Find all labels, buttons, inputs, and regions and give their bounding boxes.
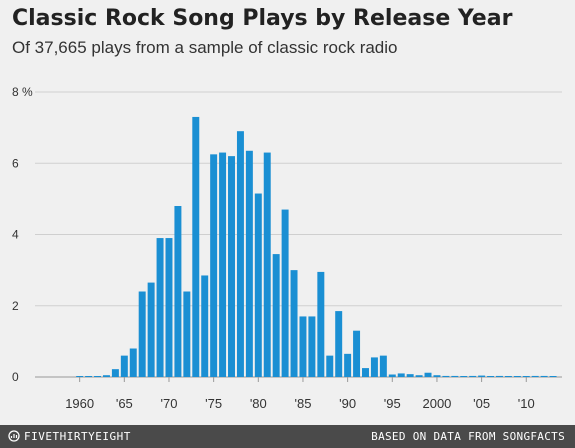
bar-1964	[111, 369, 119, 377]
x-tick-label: '65	[116, 396, 133, 411]
bar-2010	[522, 376, 530, 377]
x-axis-tick-labels: 1960 '65 '70 '75 '80 '85 '90 '95 2000 '05 '10	[65, 396, 535, 411]
bar-1970	[165, 238, 173, 377]
x-tick-label: 2000	[422, 396, 451, 411]
y-tick-label: 6	[12, 156, 19, 170]
bar-1992	[362, 368, 369, 377]
bar-1969	[156, 238, 164, 377]
x-tick-label: 1960	[65, 396, 94, 411]
x-tick-label: '70	[161, 396, 178, 411]
bar-1987	[317, 271, 325, 377]
x-tick-label: '90	[339, 396, 356, 411]
bars	[76, 116, 557, 378]
bar-2000	[433, 375, 441, 377]
bar-2012	[540, 375, 548, 377]
x-tick-label: '75	[205, 396, 222, 411]
bar-1972	[183, 291, 191, 377]
bar-2013	[549, 376, 557, 377]
bar-1998	[415, 375, 423, 377]
bar-1966	[129, 348, 137, 377]
x-tick-label: '95	[384, 396, 401, 411]
bar-1996	[397, 373, 405, 377]
bar-1995	[388, 374, 396, 377]
bar-1961	[85, 376, 93, 377]
x-tick-label: '85	[294, 396, 311, 411]
chart-title: Classic Rock Song Plays by Release Year	[12, 6, 513, 31]
bar-1994	[379, 355, 387, 378]
chart-subtitle: Of 37,665 plays from a sample of classic…	[12, 38, 398, 57]
bar-1967	[138, 291, 146, 377]
bar-2011	[531, 375, 539, 377]
brand: FIVETHIRTYEIGHT	[8, 430, 131, 443]
x-tick-label: '05	[473, 396, 490, 411]
bar-1963	[102, 375, 110, 377]
y-tick-label: 8 %	[12, 85, 33, 99]
x-tick-label: '10	[518, 396, 535, 411]
bar-1965	[120, 355, 128, 378]
bar-1997	[406, 374, 414, 377]
bar-1979	[245, 150, 253, 377]
source-note: BASED ON DATA FROM SONGFACTS	[371, 430, 565, 443]
bar-1993	[370, 357, 378, 377]
bar-2001	[442, 375, 450, 377]
bar-2008	[504, 376, 512, 377]
x-tick-label: '80	[250, 396, 267, 411]
bar-1982	[272, 254, 280, 377]
bar-1973	[192, 116, 200, 377]
bar-1960	[76, 376, 84, 377]
gridlines	[35, 91, 562, 382]
y-tick-label: 2	[12, 299, 19, 313]
brand-name: FIVETHIRTYEIGHT	[24, 430, 131, 443]
bar-2002	[451, 375, 459, 377]
bar-1981	[263, 152, 271, 377]
y-axis-tick-labels: 0 2 4 6 8 %	[12, 85, 33, 384]
bar-2009	[513, 376, 521, 377]
bar-1984	[290, 270, 298, 378]
bar-2003	[460, 376, 468, 377]
bar-2006	[487, 376, 495, 377]
bar-2004	[469, 375, 477, 377]
bar-1988	[326, 355, 334, 378]
bar-1978	[236, 131, 244, 377]
bar-1976	[219, 152, 227, 377]
bar-1962	[94, 376, 102, 377]
fivethirtyeight-logo-icon	[8, 430, 20, 442]
bar-1974	[201, 275, 209, 377]
y-tick-label: 0	[12, 370, 19, 384]
y-tick-label: 4	[12, 228, 19, 242]
bar-1986	[308, 316, 316, 377]
bar-1980	[254, 193, 262, 377]
bar-1977	[228, 156, 235, 378]
bar-1989	[335, 311, 343, 377]
bar-2007	[495, 375, 503, 377]
bar-1983	[281, 209, 289, 377]
bar-1975	[210, 154, 218, 377]
bar-1985	[299, 316, 307, 377]
bar-1990	[344, 353, 352, 377]
bar-2005	[478, 375, 486, 377]
bar-1991	[353, 330, 361, 377]
bar-1971	[174, 206, 182, 377]
footer-bar: FIVETHIRTYEIGHT BASED ON DATA FROM SONGF…	[0, 425, 575, 448]
bar-chart: 0 2 4 6 8 % 1960 '65 '70 '75 '80 '85 '90 '95 2000 '05…	[12, 85, 562, 411]
bar-1968	[147, 282, 155, 377]
bar-1999	[424, 372, 432, 377]
